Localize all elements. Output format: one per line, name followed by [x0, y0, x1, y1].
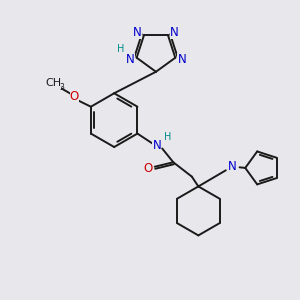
Text: CH: CH: [45, 78, 61, 88]
Text: N: N: [178, 53, 186, 66]
Text: 3: 3: [59, 83, 64, 92]
Text: N: N: [152, 139, 161, 152]
Text: H: H: [164, 133, 172, 142]
Text: O: O: [70, 90, 79, 103]
Text: O: O: [144, 162, 153, 175]
Text: N: N: [228, 160, 237, 173]
Text: H: H: [117, 44, 125, 54]
Text: N: N: [133, 26, 142, 38]
Text: N: N: [126, 53, 134, 66]
Text: N: N: [170, 26, 179, 38]
